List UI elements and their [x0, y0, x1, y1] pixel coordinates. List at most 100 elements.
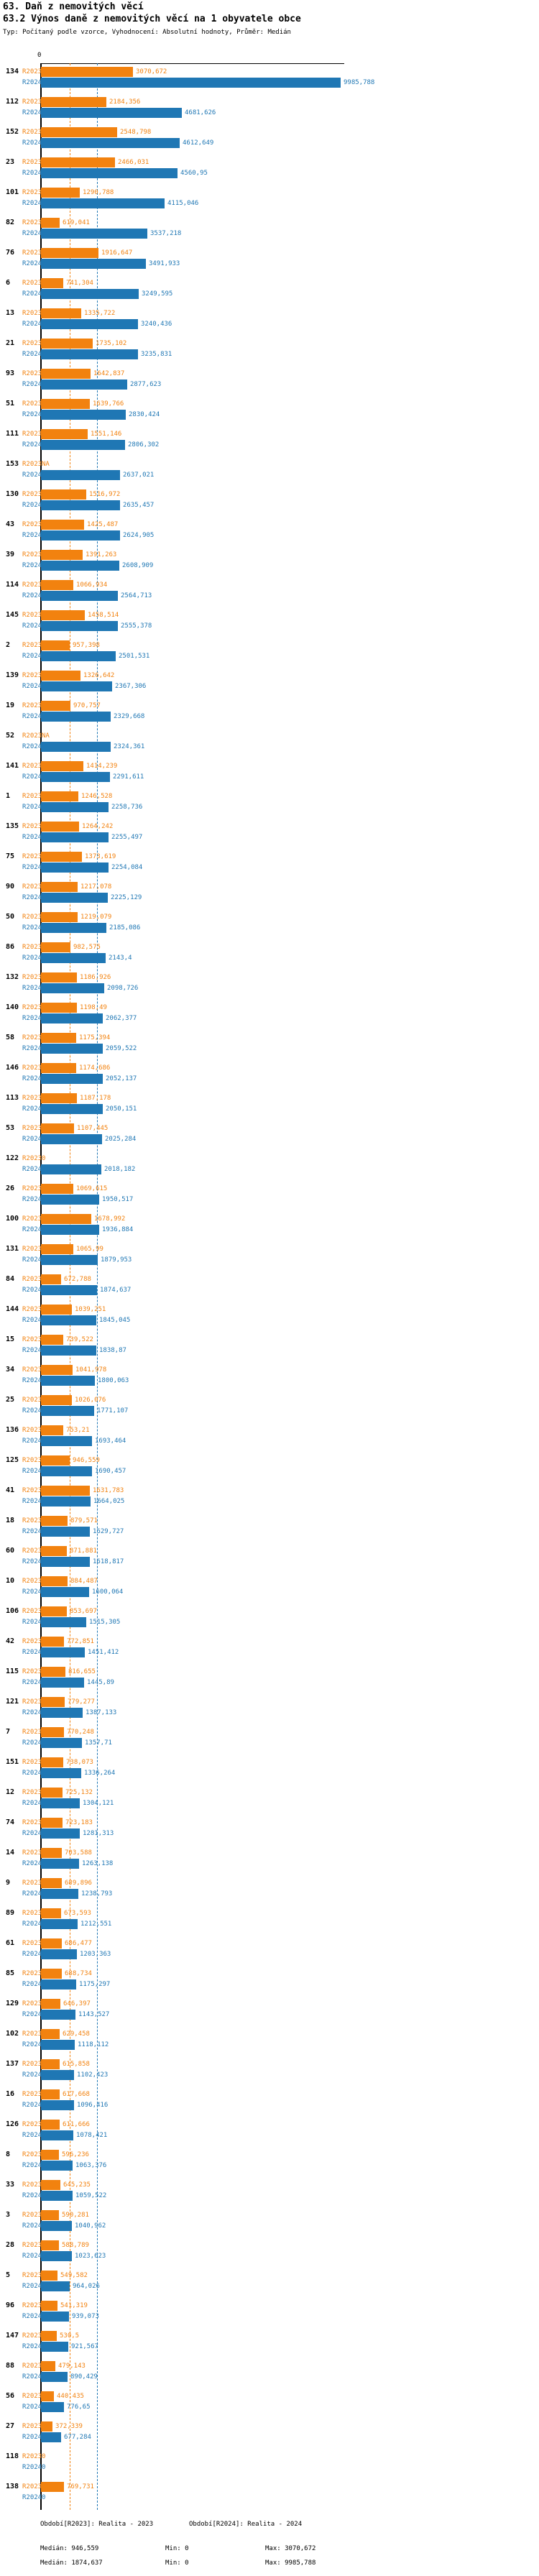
- value-label-r2023: 1186,926: [80, 974, 111, 981]
- row-id-label: 125: [6, 1456, 19, 1464]
- bar-r2023: [41, 761, 83, 771]
- bar-r2024: [41, 1828, 80, 1839]
- value-label-r2024: 1690,457: [95, 1468, 126, 1475]
- value-label-r2023: 3070,672: [136, 68, 167, 75]
- series-label-r2023: R2023: [22, 1155, 42, 1162]
- row-id-label: 101: [6, 188, 19, 196]
- series-label-r2024: R2024: [22, 472, 42, 479]
- page-subtitle: 63.2 Výnos daně z nemovitých věcí na 1 o…: [3, 14, 301, 24]
- row-id-label: 27: [6, 2422, 15, 2430]
- series-label-r2024: R2024: [22, 653, 42, 660]
- bar-r2024: [41, 1738, 82, 1748]
- series-label-r2024: R2024: [22, 170, 42, 177]
- bar-r2023: [41, 218, 60, 228]
- value-label-r2023: 673,593: [64, 1910, 91, 1917]
- value-label-r2023: 1175,394: [79, 1034, 111, 1041]
- row-id-label: 18: [6, 1517, 15, 1524]
- row-id-label: 76: [6, 249, 15, 257]
- series-label-r2023: R2023: [22, 461, 42, 468]
- row-id-label: 6: [6, 279, 11, 287]
- value-label-r2024: 3249,595: [142, 290, 173, 298]
- bar-r2024: [41, 2342, 68, 2352]
- bar-r2024: [41, 2100, 74, 2110]
- value-label-r2023: 0: [42, 2453, 46, 2460]
- bar-r2024: [41, 1798, 80, 1808]
- value-label-r2023: 1174,686: [79, 1064, 111, 1072]
- series-label-r2024: R2024: [22, 894, 42, 901]
- series-label-r2023: R2023: [22, 944, 42, 951]
- row-id-label: 50: [6, 913, 15, 921]
- value-label-r2024: 2018,182: [104, 1166, 136, 1173]
- series-label-r2024: R2024: [22, 985, 42, 992]
- value-label-r2024: 1629,727: [93, 1528, 124, 1535]
- series-label-r2024: R2024: [22, 1649, 42, 1656]
- row-id-label: 19: [6, 702, 15, 709]
- value-label-r2024: 4560,95: [180, 170, 208, 177]
- value-label-r2023: 1551,146: [91, 431, 122, 438]
- value-label-r2023: 1219,079: [80, 914, 112, 921]
- series-label-r2023: R2023: [22, 1487, 42, 1494]
- value-label-r2024: 2143,4: [109, 954, 132, 962]
- bar-r2024: [41, 2040, 75, 2050]
- series-label-r2024: R2024: [22, 2464, 42, 2471]
- bar-r2023: [41, 97, 106, 107]
- bar-r2024: [41, 410, 126, 420]
- value-label-r2023: 1335,722: [84, 310, 116, 317]
- value-label-r2023: 946,559: [73, 1457, 100, 1464]
- series-label-r2023: R2023: [22, 2212, 42, 2219]
- bar-r2024: [41, 1889, 78, 1899]
- value-label-r2023: 1391,263: [86, 551, 117, 558]
- value-label-r2024: 2050,151: [106, 1105, 137, 1113]
- bar-r2024: [41, 742, 111, 752]
- series-label-r2023: R2023: [22, 672, 42, 679]
- series-label-r2024: R2024: [22, 1619, 42, 1626]
- row-id-label: 2: [6, 641, 11, 649]
- series-label-r2023: R2023: [22, 2363, 42, 2370]
- value-label-r2023: 479,143: [58, 2363, 86, 2370]
- bar-r2024: [41, 712, 111, 722]
- value-label-r2023: NA: [42, 732, 50, 740]
- bar-r2023: [41, 1606, 67, 1616]
- series-label-r2023: R2023: [22, 1547, 42, 1555]
- bar-r2024: [41, 1044, 103, 1054]
- row-id-label: 28: [6, 2241, 15, 2249]
- row-id-label: 75: [6, 852, 15, 860]
- series-label-r2024: R2024: [22, 139, 42, 147]
- bar-r2023: [41, 852, 82, 862]
- row-id-label: 146: [6, 1064, 19, 1072]
- row-id-label: 56: [6, 2392, 15, 2400]
- bar-r2024: [41, 1949, 77, 1959]
- bar-r2024: [41, 380, 127, 390]
- row-id-label: 132: [6, 973, 19, 981]
- value-label-r2023: 1198,49: [80, 1004, 107, 1011]
- series-label-r2023: R2023: [22, 2121, 42, 2128]
- bar-r2024: [41, 923, 106, 933]
- value-label-r2024: 1238,793: [81, 1890, 113, 1898]
- value-label-r2023: 1041,978: [75, 1366, 107, 1374]
- bar-r2023: [41, 2482, 64, 2492]
- series-label-r2024: R2024: [22, 2222, 42, 2230]
- bar-r2023: [41, 1848, 62, 1858]
- bar-r2023: [41, 157, 115, 167]
- series-label-r2023: R2023: [22, 249, 42, 257]
- bar-r2024: [41, 591, 118, 601]
- series-label-r2023: R2023: [22, 2030, 42, 2038]
- value-label-r2023: 738,073: [66, 1759, 93, 1766]
- series-label-r2024: R2024: [22, 2283, 42, 2290]
- value-label-r2023: 1217,078: [80, 883, 112, 891]
- row-id-label: 118: [6, 2452, 19, 2460]
- series-label-r2024: R2024: [22, 1045, 42, 1052]
- row-id-label: 115: [6, 1668, 19, 1675]
- value-label-r2024: 776,65: [67, 2404, 91, 2411]
- value-label-r2023: 982,575: [73, 944, 101, 951]
- value-label-r2024: 3491,933: [149, 260, 180, 267]
- row-id-label: 137: [6, 2060, 19, 2068]
- value-label-r2024: 2501,531: [119, 653, 150, 660]
- series-label-r2023: R2023: [22, 1397, 42, 1404]
- bar-r2023: [41, 1757, 63, 1767]
- series-label-r2023: R2023: [22, 2483, 42, 2490]
- value-label-r2023: 590,281: [62, 2212, 89, 2219]
- series-label-r2024: R2024: [22, 411, 42, 418]
- series-label-r2023: R2023: [22, 823, 42, 830]
- value-label-r2024: 1771,107: [97, 1407, 129, 1414]
